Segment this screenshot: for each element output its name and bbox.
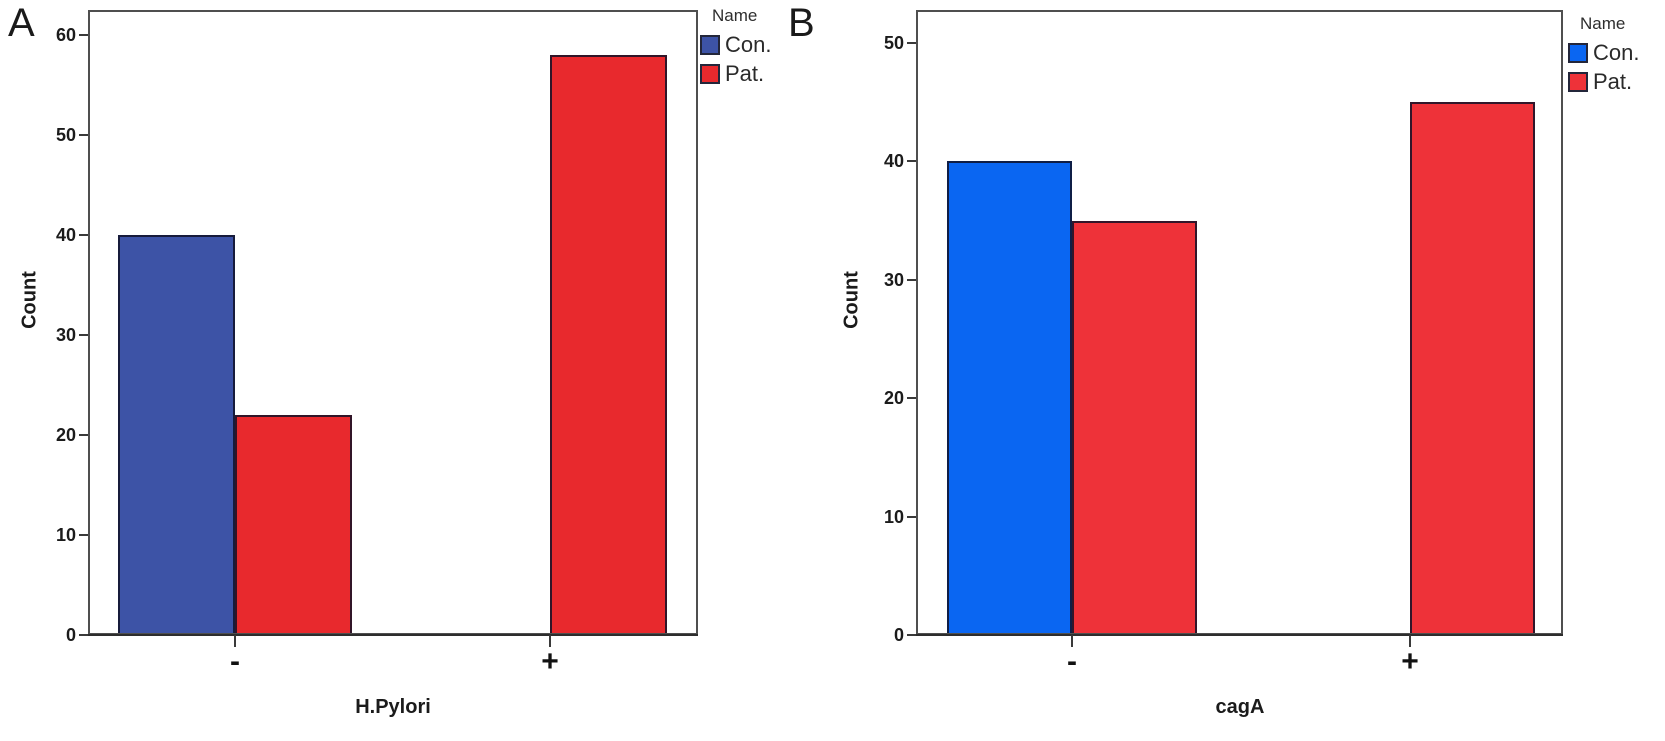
x-tick — [1071, 635, 1073, 647]
y-tick — [79, 34, 88, 36]
x-axis-line — [916, 634, 1563, 636]
y-tick — [907, 515, 916, 518]
y-tick — [907, 160, 916, 163]
y-axis-title-a: Count — [18, 271, 41, 329]
y-tick-label: 20 — [883, 388, 904, 409]
y-tick — [907, 397, 916, 400]
legend-swatch-pat-icon — [700, 64, 720, 84]
y-tick — [907, 42, 916, 44]
y-tick-label: 30 — [883, 269, 904, 290]
bar-pat-+ — [1410, 102, 1535, 635]
y-tick — [79, 234, 88, 236]
x-tick-label: + — [1401, 645, 1419, 678]
y-tick-label: 50 — [883, 33, 904, 53]
y-tick-label: 40 — [55, 225, 76, 245]
legend-label-pat-a: Pat. — [725, 61, 765, 86]
y-tick-label: 0 — [65, 625, 76, 645]
legend-b: Name Con. Pat. — [1568, 14, 1639, 100]
y-tick — [907, 278, 916, 281]
x-tick — [549, 635, 551, 647]
bar-pat-- — [235, 415, 352, 635]
y-tick-label: 0 — [893, 625, 904, 645]
x-tick — [1409, 635, 1411, 647]
panel-label-b: B — [788, 1, 815, 45]
y-tick — [79, 334, 88, 336]
y-tick-label: 20 — [55, 425, 76, 445]
y-tick-label: 40 — [883, 151, 904, 172]
legend-a: Name Con. Pat. — [700, 6, 771, 92]
legend-title-a: Name — [712, 6, 758, 25]
legend-label-con-b: Con. — [1593, 40, 1640, 65]
x-axis-line — [88, 634, 698, 636]
x-tick — [234, 635, 236, 647]
legend-label-pat-b: Pat. — [1593, 69, 1633, 94]
bar-con-- — [947, 161, 1072, 635]
legend-swatch-pat-icon — [1568, 72, 1588, 92]
y-tick-label: 10 — [883, 506, 904, 527]
legend-label-con-a: Con. — [725, 32, 772, 57]
y-tick-label: 60 — [55, 25, 76, 45]
legend-entry-con-a: Con. — [700, 34, 771, 56]
x-tick-label: + — [541, 645, 559, 678]
y-tick — [79, 134, 88, 136]
y-tick-label: 50 — [55, 125, 76, 145]
x-axis-title-b: cagA — [1215, 696, 1265, 718]
y-tick — [79, 634, 88, 636]
x-tick-label: - — [230, 645, 240, 678]
x-tick-label: - — [1067, 645, 1077, 678]
x-axis-title-a: H.Pylori — [355, 696, 431, 718]
bar-pat-- — [1072, 220, 1197, 635]
y-tick-label: 30 — [55, 325, 76, 345]
legend-swatch-con-icon — [1568, 43, 1588, 63]
legend-title-b: Name — [1580, 14, 1626, 33]
legend-entry-pat-a: Pat. — [700, 63, 771, 85]
legend-entry-con-b: Con. — [1568, 42, 1639, 64]
y-tick-label: 10 — [55, 525, 76, 545]
y-tick — [907, 634, 916, 636]
plot-frame — [916, 10, 1563, 635]
plot-frame — [88, 10, 698, 635]
y-tick — [79, 434, 88, 436]
bar-con-- — [118, 235, 235, 635]
legend-entry-pat-b: Pat. — [1568, 71, 1639, 93]
panel-label-a: A — [8, 1, 35, 45]
legend-swatch-con-icon — [700, 35, 720, 55]
y-tick — [79, 534, 88, 536]
